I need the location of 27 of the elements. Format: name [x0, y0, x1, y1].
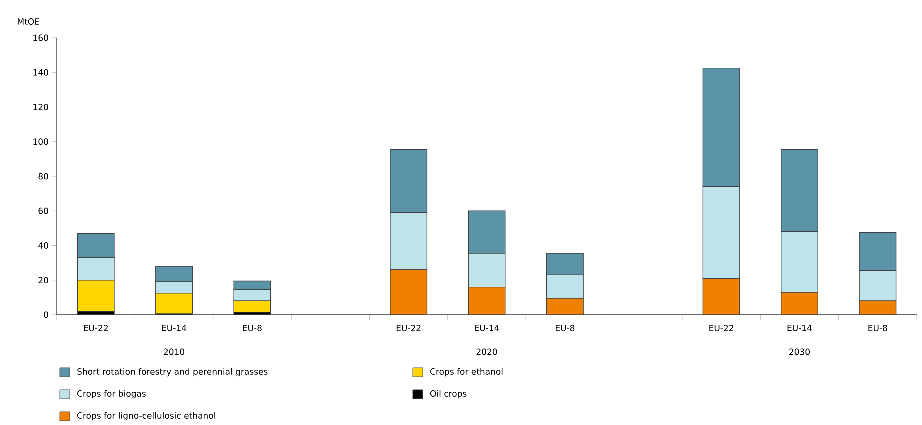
- legend-label: Oil crops: [430, 390, 467, 399]
- x-tick-label: EU-22: [710, 325, 734, 332]
- y-tick-label: 20: [38, 277, 48, 284]
- text: 2030: [790, 348, 810, 356]
- x-tick-label: EU-22: [396, 325, 421, 332]
- y-tick-label: 120: [34, 104, 48, 110]
- y-axis-title: MtOE: [18, 18, 40, 25]
- x-tick-label: EU-8: [556, 325, 575, 332]
- y-tick-label: 0: [44, 312, 48, 318]
- y-tick-label: 100: [34, 138, 48, 146]
- y-tick-label: 160: [34, 34, 48, 42]
- x-tick-label: EU-14: [162, 325, 187, 332]
- x-tick-label: EU-14: [788, 325, 812, 332]
- x-tick-label: EU-8: [868, 325, 888, 332]
- legend-label: Crops for ligno-cellulosic ethanol: [78, 412, 216, 421]
- legend-label: Crops for biogas: [78, 390, 146, 399]
- legend-label: Short rotation forestry and perennial grasses: [78, 368, 268, 377]
- text: 2020: [476, 348, 498, 356]
- x-tick-label: EU-8: [243, 325, 262, 332]
- y-tick-label: 140: [34, 69, 48, 76]
- x-tick-label: EU-14: [475, 325, 500, 332]
- text: 2010: [164, 348, 185, 356]
- y-tick-label: 80: [38, 173, 48, 180]
- legend-label: Crops for ethanol: [430, 368, 503, 377]
- x-tick-label: EU-22: [84, 325, 108, 332]
- y-tick-label: 40: [38, 242, 48, 249]
- y-tick-label: 60: [38, 208, 48, 214]
